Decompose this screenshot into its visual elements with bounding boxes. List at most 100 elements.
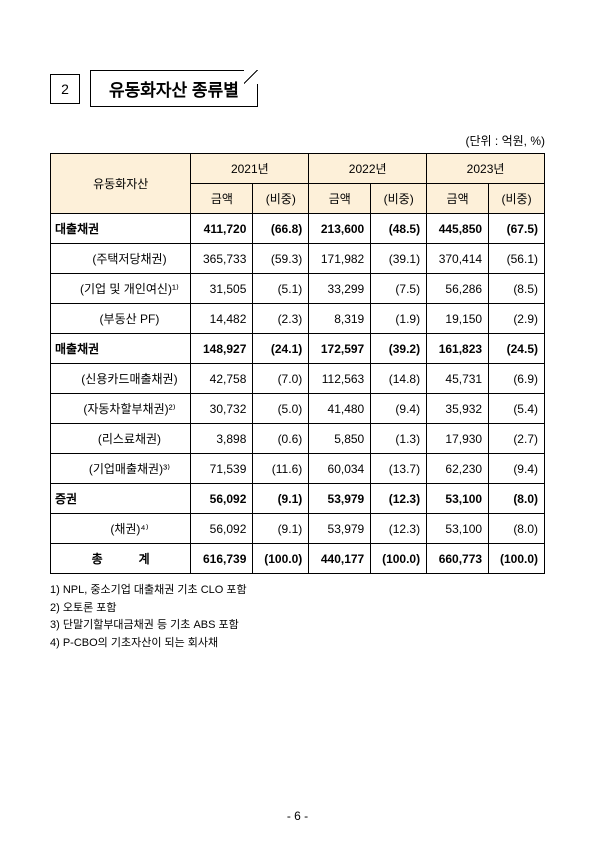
col-weight-2021: (비중) bbox=[253, 184, 309, 214]
weight-cell: (24.1) bbox=[253, 334, 309, 364]
weight-cell: (6.9) bbox=[489, 364, 545, 394]
weight-cell: (7.5) bbox=[371, 274, 427, 304]
amount-cell: 53,979 bbox=[309, 514, 371, 544]
amount-cell: 616,739 bbox=[191, 544, 253, 574]
row-label: (신용카드매출채권) bbox=[69, 364, 191, 394]
indent-cell bbox=[51, 454, 69, 484]
amount-cell: 56,092 bbox=[191, 514, 253, 544]
table-row: 매출채권148,927(24.1)172,597(39.2)161,823(24… bbox=[51, 334, 545, 364]
col-amount-2023: 금액 bbox=[427, 184, 489, 214]
amount-cell: 42,758 bbox=[191, 364, 253, 394]
weight-cell: (39.2) bbox=[371, 334, 427, 364]
section-title-box: 유동화자산 종류별 bbox=[90, 70, 258, 107]
weight-cell: (14.8) bbox=[371, 364, 427, 394]
amount-cell: 60,034 bbox=[309, 454, 371, 484]
amount-cell: 62,230 bbox=[427, 454, 489, 484]
amount-cell: 370,414 bbox=[427, 244, 489, 274]
row-label: (자동차할부채권)²⁾ bbox=[69, 394, 191, 424]
col-weight-2023: (비중) bbox=[489, 184, 545, 214]
weight-cell: (5.0) bbox=[253, 394, 309, 424]
row-label: 증권 bbox=[51, 484, 191, 514]
col-weight-2022: (비중) bbox=[371, 184, 427, 214]
indent-cell bbox=[51, 514, 69, 544]
amount-cell: 365,733 bbox=[191, 244, 253, 274]
amount-cell: 213,600 bbox=[309, 214, 371, 244]
amount-cell: 30,732 bbox=[191, 394, 253, 424]
amount-cell: 31,505 bbox=[191, 274, 253, 304]
weight-cell: (39.1) bbox=[371, 244, 427, 274]
amount-cell: 411,720 bbox=[191, 214, 253, 244]
table-row: (주택저당채권)365,733(59.3)171,982(39.1)370,41… bbox=[51, 244, 545, 274]
weight-cell: (1.9) bbox=[371, 304, 427, 334]
weight-cell: (8.0) bbox=[489, 514, 545, 544]
weight-cell: (56.1) bbox=[489, 244, 545, 274]
indent-cell bbox=[51, 394, 69, 424]
weight-cell: (24.5) bbox=[489, 334, 545, 364]
table-row: 대출채권411,720(66.8)213,600(48.5)445,850(67… bbox=[51, 214, 545, 244]
weight-cell: (59.3) bbox=[253, 244, 309, 274]
amount-cell: 445,850 bbox=[427, 214, 489, 244]
weight-cell: (9.1) bbox=[253, 484, 309, 514]
indent-cell bbox=[51, 424, 69, 454]
amount-cell: 19,150 bbox=[427, 304, 489, 334]
section-number: 2 bbox=[61, 81, 69, 97]
page-number: - 6 - bbox=[0, 809, 595, 823]
weight-cell: (100.0) bbox=[489, 544, 545, 574]
weight-cell: (2.7) bbox=[489, 424, 545, 454]
amount-cell: 35,932 bbox=[427, 394, 489, 424]
asset-table: 유동화자산 2021년 2022년 2023년 금액 (비중) 금액 (비중) … bbox=[50, 153, 545, 574]
row-label: 총 계 bbox=[51, 544, 191, 574]
weight-cell: (13.7) bbox=[371, 454, 427, 484]
amount-cell: 3,898 bbox=[191, 424, 253, 454]
amount-cell: 8,319 bbox=[309, 304, 371, 334]
header-row-1: 유동화자산 2021년 2022년 2023년 bbox=[51, 154, 545, 184]
col-year-2021: 2021년 bbox=[191, 154, 309, 184]
weight-cell: (48.5) bbox=[371, 214, 427, 244]
amount-cell: 171,982 bbox=[309, 244, 371, 274]
amount-cell: 33,299 bbox=[309, 274, 371, 304]
row-label: (기업매출채권)³⁾ bbox=[69, 454, 191, 484]
amount-cell: 148,927 bbox=[191, 334, 253, 364]
col-amount-2022: 금액 bbox=[309, 184, 371, 214]
amount-cell: 161,823 bbox=[427, 334, 489, 364]
footnote-2: 2) 오토론 포함 bbox=[50, 600, 545, 618]
row-label: (채권)⁴⁾ bbox=[69, 514, 191, 544]
row-label: (부동산 PF) bbox=[69, 304, 191, 334]
amount-cell: 14,482 bbox=[191, 304, 253, 334]
indent-cell bbox=[51, 364, 69, 394]
table-row: (기업매출채권)³⁾71,539(11.6)60,034(13.7)62,230… bbox=[51, 454, 545, 484]
weight-cell: (2.3) bbox=[253, 304, 309, 334]
row-label: 매출채권 bbox=[51, 334, 191, 364]
weight-cell: (9.4) bbox=[489, 454, 545, 484]
amount-cell: 71,539 bbox=[191, 454, 253, 484]
section-title: 유동화자산 종류별 bbox=[109, 81, 239, 100]
table-row: (기업 및 개인여신)¹⁾31,505(5.1)33,299(7.5)56,28… bbox=[51, 274, 545, 304]
weight-cell: (2.9) bbox=[489, 304, 545, 334]
indent-cell bbox=[51, 244, 69, 274]
amount-cell: 5,850 bbox=[309, 424, 371, 454]
amount-cell: 56,092 bbox=[191, 484, 253, 514]
amount-cell: 660,773 bbox=[427, 544, 489, 574]
indent-cell bbox=[51, 274, 69, 304]
amount-cell: 56,286 bbox=[427, 274, 489, 304]
table-row: 증권56,092(9.1)53,979(12.3)53,100(8.0) bbox=[51, 484, 545, 514]
weight-cell: (100.0) bbox=[253, 544, 309, 574]
amount-cell: 172,597 bbox=[309, 334, 371, 364]
weight-cell: (12.3) bbox=[371, 514, 427, 544]
row-label: (주택저당채권) bbox=[69, 244, 191, 274]
weight-cell: (5.1) bbox=[253, 274, 309, 304]
weight-cell: (67.5) bbox=[489, 214, 545, 244]
weight-cell: (7.0) bbox=[253, 364, 309, 394]
weight-cell: (100.0) bbox=[371, 544, 427, 574]
amount-cell: 41,480 bbox=[309, 394, 371, 424]
weight-cell: (12.3) bbox=[371, 484, 427, 514]
table-row: (부동산 PF)14,482(2.3)8,319(1.9)19,150(2.9) bbox=[51, 304, 545, 334]
weight-cell: (11.6) bbox=[253, 454, 309, 484]
weight-cell: (1.3) bbox=[371, 424, 427, 454]
amount-cell: 53,100 bbox=[427, 484, 489, 514]
row-label: 대출채권 bbox=[51, 214, 191, 244]
amount-cell: 53,100 bbox=[427, 514, 489, 544]
col-year-2023: 2023년 bbox=[427, 154, 545, 184]
amount-cell: 440,177 bbox=[309, 544, 371, 574]
weight-cell: (9.4) bbox=[371, 394, 427, 424]
